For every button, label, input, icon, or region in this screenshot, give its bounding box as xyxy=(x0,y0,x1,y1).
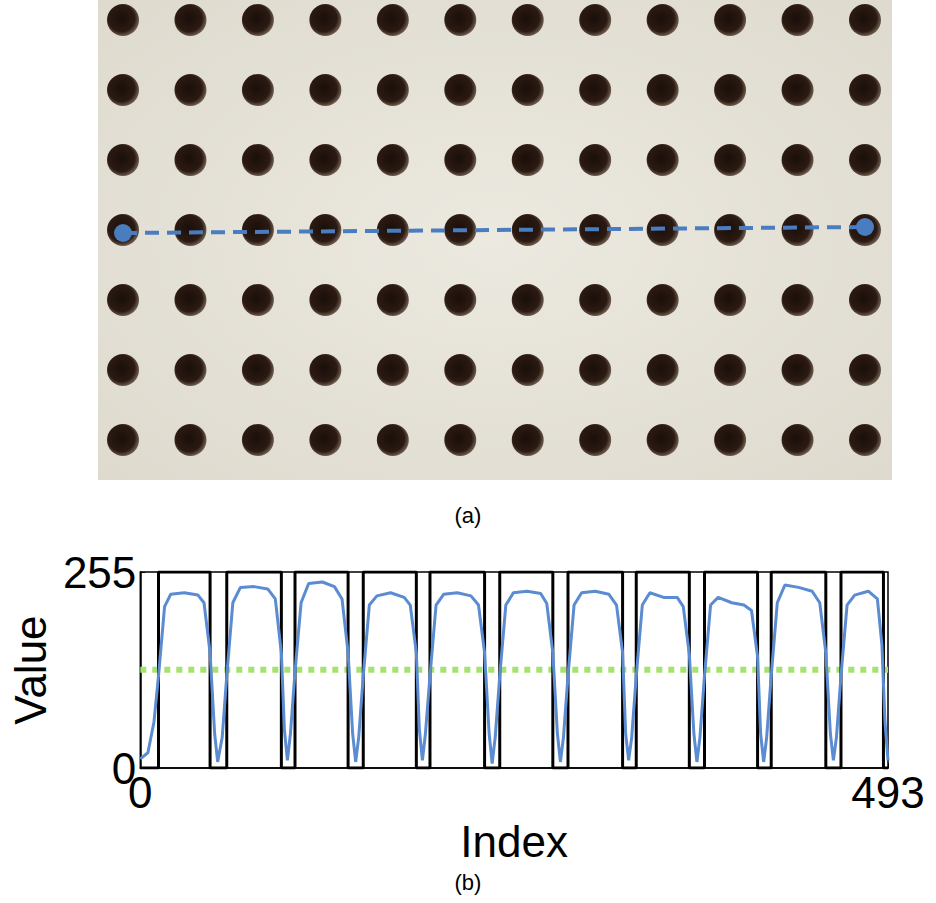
svg-text:0: 0 xyxy=(111,743,137,793)
svg-text:255: 255 xyxy=(63,548,136,597)
svg-text:493: 493 xyxy=(851,768,924,817)
html-text:(b): (b) xyxy=(454,870,482,895)
svg-text:0: 0 xyxy=(128,768,152,817)
svg-text:Index: Index xyxy=(460,817,568,866)
html-text:(a): (a) xyxy=(454,503,482,528)
svg-text:Value: Value xyxy=(6,615,55,724)
